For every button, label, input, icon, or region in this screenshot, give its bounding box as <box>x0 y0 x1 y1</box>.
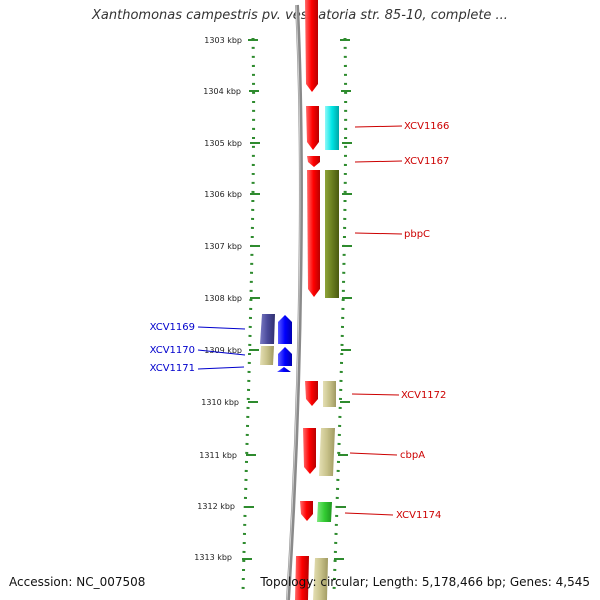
gene-label-xcv1172[interactable]: XCV1172 <box>401 390 446 401</box>
forward-strand-genes <box>295 0 339 600</box>
kbp-label: 1305 kbp <box>204 139 242 148</box>
gene-arrow[interactable] <box>303 428 316 474</box>
gene-arrow[interactable] <box>313 558 328 600</box>
gene-arrow[interactable] <box>278 347 292 366</box>
gene-label-cbpa[interactable]: cbpA <box>400 450 425 461</box>
gene-arrow[interactable] <box>306 106 319 150</box>
kbp-label: 1310 kbp <box>201 398 239 407</box>
gene-label-xcv1167[interactable]: XCV1167 <box>404 156 449 167</box>
accession-text: Accession: NC_007508 <box>9 575 146 589</box>
reverse-strand-genes <box>260 314 292 372</box>
kbp-label: 1307 kbp <box>204 242 242 251</box>
gene-arrow[interactable] <box>277 367 291 372</box>
label-leader-lines <box>197 125 403 516</box>
genome-stats-text: Topology: circular; Length: 5,178,466 bp… <box>260 575 590 589</box>
kbp-label: 1313 kbp <box>194 553 232 562</box>
gene-label-xcv1171[interactable]: XCV1171 <box>150 363 195 374</box>
gene-arrow[interactable] <box>305 381 318 406</box>
gene-arrow[interactable] <box>300 501 313 521</box>
gene-label-pbpc[interactable]: pbpC <box>404 229 430 240</box>
gene-labels: XCV1166 XCV1167 pbpC XCV1172 cbpA XCV117… <box>150 121 450 521</box>
gene-arrow[interactable] <box>278 315 292 344</box>
genome-backbone <box>286 4 303 600</box>
gene-arrow[interactable] <box>260 314 275 344</box>
kbp-label: 1308 kbp <box>204 294 242 303</box>
kbp-label: 1309 kbp <box>204 346 242 355</box>
gene-arrow[interactable] <box>323 381 336 407</box>
gene-arrow[interactable] <box>260 346 274 365</box>
gene-arrow[interactable] <box>325 170 339 298</box>
kbp-label: 1312 kbp <box>197 502 235 511</box>
gene-label-xcv1166[interactable]: XCV1166 <box>404 121 449 132</box>
kbp-tick-marks <box>242 39 352 560</box>
kbp-label: 1304 kbp <box>203 87 241 96</box>
gene-arrow[interactable] <box>295 556 309 600</box>
map-title: Xanthomonas campestris pv. vesicatoria s… <box>92 8 508 23</box>
gene-arrow[interactable] <box>305 0 318 92</box>
kbp-labels: 1303 kbp 1304 kbp 1305 kbp 1306 kbp 1307… <box>194 36 242 562</box>
kbp-label: 1311 kbp <box>199 451 237 460</box>
kbp-label: 1303 kbp <box>204 36 242 45</box>
left-scale-line <box>241 37 256 593</box>
gene-arrow[interactable] <box>317 502 332 522</box>
gene-arrow[interactable] <box>319 428 335 476</box>
kbp-label: 1306 kbp <box>204 190 242 199</box>
gene-label-xcv1169[interactable]: XCV1169 <box>150 322 195 333</box>
gene-arrow[interactable] <box>307 170 320 297</box>
gene-label-xcv1170[interactable]: XCV1170 <box>150 345 195 356</box>
gene-arrow[interactable] <box>325 106 339 150</box>
gene-arrow[interactable] <box>307 156 320 167</box>
gene-label-xcv1174[interactable]: XCV1174 <box>396 510 441 521</box>
